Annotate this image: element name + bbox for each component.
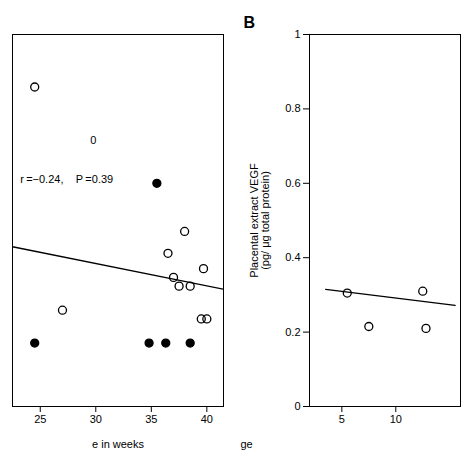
- svg-text:25: 25: [34, 413, 46, 425]
- svg-text:B: B: [244, 14, 256, 31]
- svg-text:r =−0.24,: r =−0.24,: [20, 173, 65, 185]
- svg-text:0: 0: [294, 400, 300, 412]
- svg-text:e in weeks: e in weeks: [92, 438, 144, 450]
- svg-text:30: 30: [90, 413, 102, 425]
- svg-text:0.4: 0.4: [285, 251, 300, 263]
- svg-text:5: 5: [339, 413, 345, 425]
- svg-text:ge: ge: [241, 438, 253, 450]
- svg-text:1: 1: [294, 28, 300, 40]
- svg-text:P =0.39: P =0.39: [76, 173, 113, 185]
- svg-text:40: 40: [201, 413, 213, 425]
- svg-text:0.2: 0.2: [285, 326, 300, 338]
- svg-text:0: 0: [90, 134, 96, 146]
- svg-text:0.8: 0.8: [285, 102, 300, 114]
- svg-text:35: 35: [145, 413, 157, 425]
- svg-text:Placental extract VEGF(pg/ μg: Placental extract VEGF(pg/ μg total prot…: [248, 163, 271, 278]
- svg-text:10: 10: [390, 413, 402, 425]
- svg-text:0.6: 0.6: [285, 177, 300, 189]
